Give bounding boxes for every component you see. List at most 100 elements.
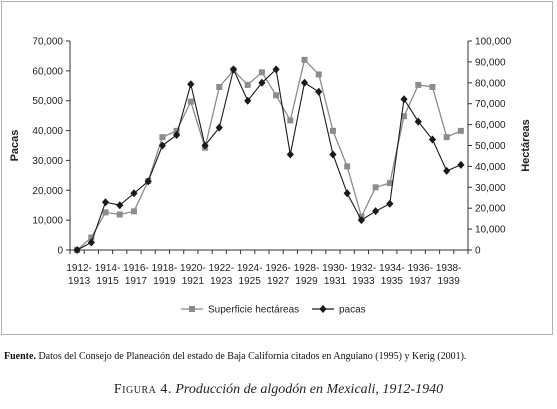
y-tick-label-right: 80,000	[475, 78, 506, 89]
data-point-series-1	[429, 83, 436, 90]
y-tick-label-right: 10,000	[475, 225, 506, 236]
data-point-series-2	[144, 177, 152, 186]
y-tick-label-right: 40,000	[475, 162, 506, 173]
data-point-series-2	[315, 87, 323, 96]
x-tick-label-top: 1924-	[237, 263, 263, 274]
data-point-series-2	[116, 201, 124, 210]
legend-label-2: pacas	[339, 305, 366, 316]
data-point-series-1	[415, 81, 422, 88]
x-tick-label-bottom: 1939	[438, 276, 461, 287]
y-tick-label-left: 60,000	[32, 66, 63, 77]
x-tick-label-top: 1926-	[265, 263, 291, 274]
series-layer	[73, 56, 465, 254]
chart-frame	[1, 1, 553, 335]
y-tick-label-left: 20,000	[32, 186, 63, 197]
figure-caption: Figura 4. Producción de algodón en Mexic…	[0, 382, 557, 398]
x-tick-label-top: 1928-	[294, 263, 320, 274]
series-line-2	[76, 67, 462, 251]
data-point-series-2	[187, 80, 195, 89]
data-point-series-2	[201, 141, 209, 150]
data-point-series-2	[343, 189, 351, 198]
data-point-series-1	[344, 163, 351, 170]
source-text: Datos del Consejo de Planeación del esta…	[35, 351, 467, 362]
legend-label-1: Superficie hectáreas	[208, 305, 299, 316]
source-note: Fuente. Datos del Consejo de Planeación …	[4, 351, 556, 362]
y-tick-label-right: 60,000	[475, 120, 506, 131]
data-point-series-2	[272, 65, 280, 74]
y-tick-label-right: 100,000	[475, 37, 512, 48]
caption-label: Figura 4.	[113, 382, 172, 397]
data-point-series-1	[187, 98, 194, 105]
data-point-series-2	[443, 166, 451, 175]
data-point-series-1	[401, 113, 408, 120]
data-point-series-2	[101, 198, 110, 207]
data-point-series-1	[102, 209, 109, 216]
x-tick-label-top: 1934-	[379, 263, 405, 274]
data-point-series-1	[216, 83, 223, 90]
data-point-series-2	[87, 238, 95, 247]
data-point-series-2	[73, 246, 81, 254]
data-point-series-2	[400, 95, 408, 104]
x-tick-label-bottom: 1937	[409, 276, 432, 287]
series-line-1	[76, 58, 462, 251]
y-tick-label-left: 30,000	[32, 156, 63, 167]
y-tick-label-right: 50,000	[475, 141, 506, 152]
x-tick-label-top: 1936-	[407, 263, 433, 274]
data-point-series-1	[130, 208, 137, 215]
data-point-series-2	[372, 207, 380, 216]
y-tick-label-left: 50,000	[32, 96, 63, 107]
x-tick-label-top: 1916-	[123, 263, 149, 274]
data-point-series-2	[258, 78, 266, 87]
data-point-series-1	[386, 180, 393, 187]
data-point-series-2	[457, 160, 465, 169]
y-axis-title-left: Pacas	[9, 130, 21, 162]
y-tick-label-right: 20,000	[475, 204, 506, 215]
data-point-series-1	[159, 134, 166, 141]
x-tick-label-bottom: 1917	[125, 276, 148, 287]
data-point-series-2	[357, 216, 365, 225]
data-point-series-1	[443, 134, 450, 141]
chart: 0 10,000 20,000 30,000 40,000 50,000 60,000 70,…	[9, 37, 532, 316]
y-tick-label-right: 70,000	[475, 99, 506, 110]
x-tick-label-bottom: 1931	[324, 276, 347, 287]
data-point-series-1	[301, 56, 308, 63]
data-point-series-1	[372, 184, 379, 191]
x-tick-label-top: 1938-	[436, 263, 462, 274]
y-tick-label-left: 70,000	[32, 37, 63, 48]
x-tick-label-top: 1920-	[180, 263, 206, 274]
x-tick-label-bottom: 1919	[153, 276, 176, 287]
x-tick-label-bottom: 1933	[352, 276, 375, 287]
data-point-series-1	[116, 211, 123, 218]
data-point-series-1	[287, 117, 294, 124]
data-point-series-1	[258, 69, 265, 76]
data-point-series-2	[286, 150, 294, 159]
data-point-series-2	[173, 131, 181, 140]
y-tick-label-right: 90,000	[475, 57, 506, 68]
data-point-series-2	[428, 135, 437, 144]
x-tick-label-top: 1922-	[208, 263, 234, 274]
y-tick-label-left: 0	[57, 246, 63, 257]
data-point-series-2	[229, 65, 238, 74]
y-tick-label-right: 0	[475, 246, 481, 257]
data-point-series-2	[329, 150, 337, 159]
y-axis-title-right: Hectáreas	[520, 119, 532, 172]
data-point-series-2	[215, 123, 223, 132]
y-tick-label-right: 30,000	[475, 183, 506, 194]
x-tick-label-bottom: 1925	[239, 276, 262, 287]
data-point-series-1	[273, 92, 280, 99]
x-tick-label-top: 1930-	[322, 263, 348, 274]
x-tick-label-bottom: 1921	[182, 276, 205, 287]
x-tick-label-top: 1912-	[66, 263, 92, 274]
x-tick-label-top: 1914-	[95, 263, 121, 274]
data-point-series-1	[315, 71, 322, 78]
data-point-series-2	[158, 141, 166, 150]
data-point-series-1	[244, 81, 251, 88]
x-tick-label-bottom: 1935	[381, 276, 404, 287]
x-tick-label-bottom: 1923	[210, 276, 233, 287]
y-tick-label-left: 10,000	[32, 216, 63, 227]
legend-swatch-marker-2	[319, 305, 327, 313]
data-point-series-2	[244, 96, 252, 105]
x-tick-label-top: 1918-	[152, 263, 178, 274]
data-point-series-2	[130, 189, 138, 198]
